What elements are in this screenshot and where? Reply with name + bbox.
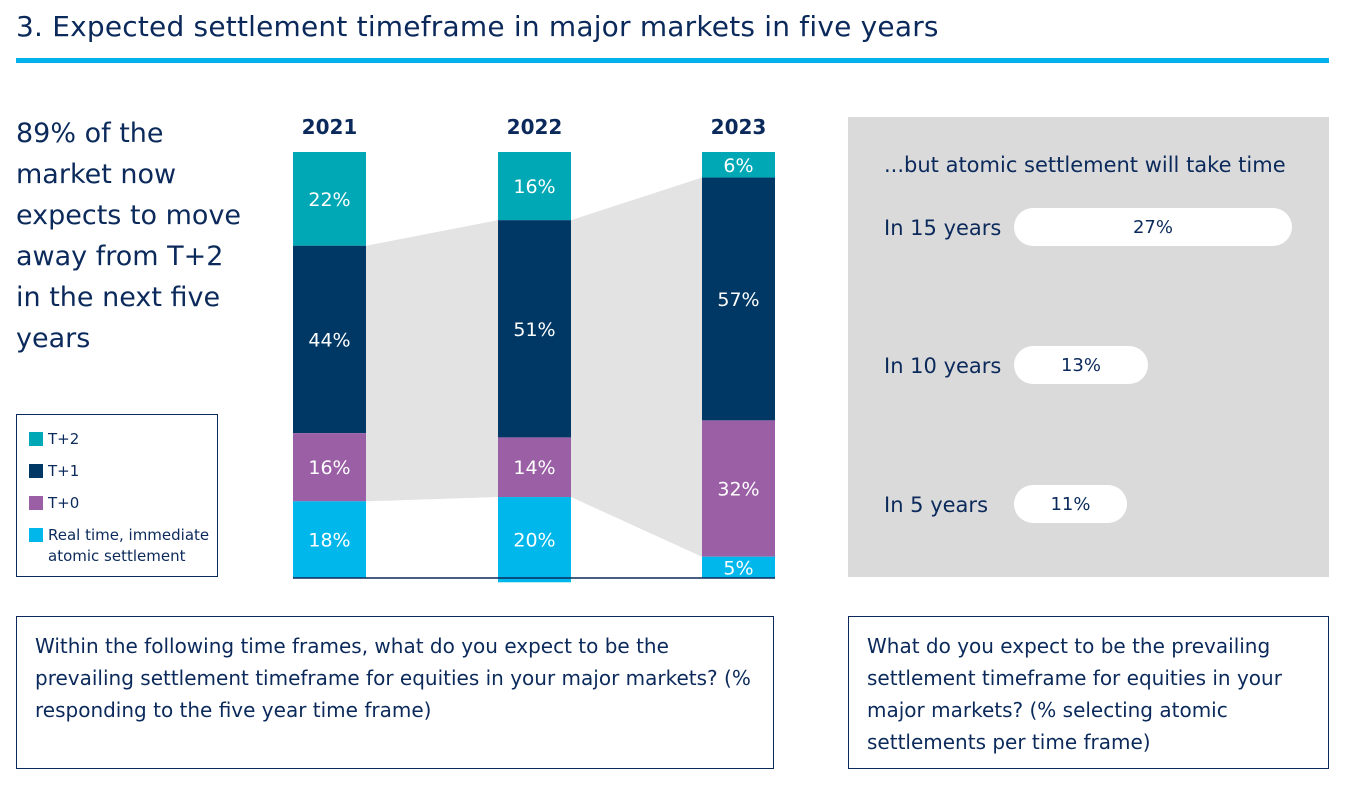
category-label: 2022: [507, 115, 563, 139]
row-bar: 11%: [1014, 485, 1127, 523]
legend-item-t1: T+1: [29, 461, 217, 482]
page-title: 3. Expected settlement timeframe in majo…: [16, 10, 939, 43]
row-label: In 10 years: [884, 354, 1002, 378]
data-label: 16%: [308, 457, 350, 479]
connector-bands: [366, 177, 702, 557]
row-bar: 27%: [1014, 208, 1292, 246]
bar-segment: [293, 152, 366, 246]
legend-swatch-realtime: [29, 528, 43, 542]
data-label: 32%: [717, 479, 759, 501]
data-label: 22%: [308, 189, 350, 211]
bar-segment: [702, 152, 775, 178]
chart-legend: T+2 T+1 T+0 Real time, immediate atomic …: [16, 414, 218, 577]
category-label: 2023: [711, 115, 767, 139]
row-label: In 5 years: [884, 493, 989, 517]
bar-column-2023: 2023 6% 57% 32% 5%: [702, 115, 775, 579]
data-label: 6%: [723, 155, 753, 177]
panel-title: ...but atomic settlement will take time: [884, 153, 1286, 177]
bar-segment: [498, 497, 571, 583]
legend-item-realtime: Real time, immediate atomic settlement: [29, 525, 217, 567]
connector-band: [571, 177, 702, 557]
title-divider: [16, 58, 1329, 63]
data-label: 18%: [308, 530, 350, 552]
bar-segment: [702, 556, 775, 578]
bar-segment: [498, 220, 571, 438]
question-box-left: Within the following time frames, what d…: [16, 616, 774, 769]
connector-band: [366, 220, 498, 502]
question-box-right: What do you expect to be the prevailing …: [848, 616, 1329, 769]
row-value: 11%: [1050, 494, 1091, 515]
legend-label-realtime: Real time, immediate atomic settlement: [48, 526, 210, 565]
legend-swatch-t0: [29, 496, 43, 510]
legend-swatch-t1: [29, 464, 43, 478]
headline-text: 89% of the market now expects to move aw…: [16, 118, 242, 354]
bar-segment: [293, 433, 366, 502]
legend-item-t2: T+2: [29, 429, 217, 450]
stacked-bar-chart: 2021 22% 44% 16% 18% 2022 16% 51% 14% 20% 2023 6% 57…: [293, 115, 775, 583]
bar-column-2021: 2021 22% 44% 16% 18%: [293, 115, 366, 578]
bar-segment: [498, 437, 571, 498]
row-label: In 15 years: [884, 216, 1002, 240]
row-value: 13%: [1060, 355, 1101, 376]
legend-label-t0: T+0: [48, 494, 80, 512]
bar-segment: [702, 177, 775, 421]
data-label: 20%: [513, 530, 555, 552]
data-label: 16%: [513, 176, 555, 198]
data-label: 44%: [308, 329, 350, 351]
bar-segment: [702, 420, 775, 557]
data-label: 57%: [717, 289, 759, 311]
legend-label-t1: T+1: [48, 462, 80, 480]
bar-column-2022: 2022 16% 51% 14% 20%: [498, 115, 571, 583]
category-label: 2021: [302, 115, 358, 139]
row-bar: 13%: [1014, 346, 1148, 384]
row-value: 27%: [1132, 217, 1173, 238]
data-label: 5%: [723, 557, 753, 579]
data-label: 14%: [513, 457, 555, 479]
legend-swatch-t2: [29, 432, 43, 446]
bar-segment: [293, 501, 366, 578]
bar-segment: [498, 152, 571, 221]
atomic-settlement-panel: ...but atomic settlement will take time …: [848, 117, 1329, 577]
legend-item-t0: T+0: [29, 493, 217, 514]
data-label: 51%: [513, 319, 555, 341]
legend-label-t2: T+2: [48, 430, 80, 448]
bar-segment: [293, 245, 366, 434]
